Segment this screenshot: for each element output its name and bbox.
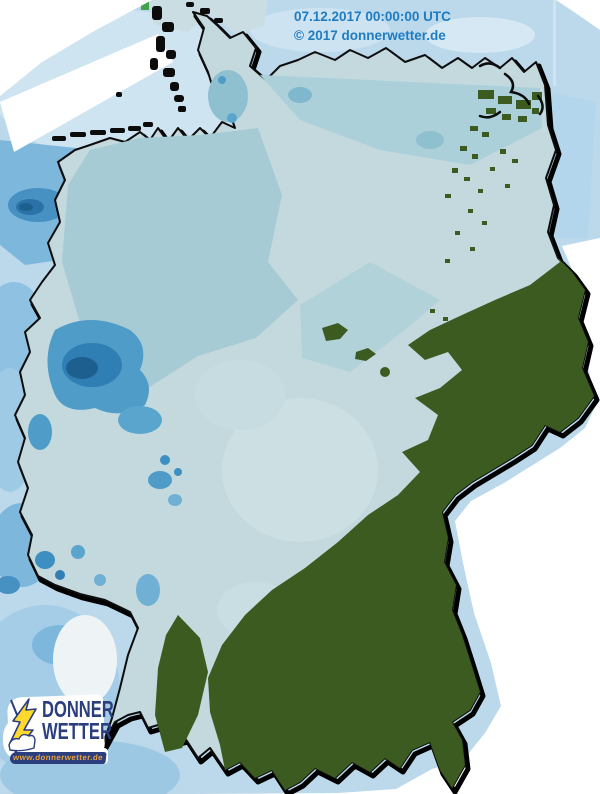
dry-region-green-layer [155, 90, 594, 790]
donnerwetter-logo[interactable]: DONNER WETTER www.donnerwetter.de [2, 690, 114, 772]
logo-word-wetter: WETTER [42, 718, 112, 744]
copyright-label: © 2017 donnerwetter.de [294, 28, 446, 43]
logo-website-banner[interactable]: www.donnerwetter.de [9, 752, 107, 764]
timestamp-label: 07.12.2017 00:00:00 UTC [294, 9, 451, 24]
lightning-bolt-icon [8, 698, 37, 754]
logo-word-donner: DONNER [42, 696, 114, 722]
baltic-coast-marks [478, 62, 544, 119]
island-marks-layer [52, 2, 544, 141]
map-header: 07.12.2017 00:00:00 UTC © 2017 donnerwet… [294, 7, 451, 45]
